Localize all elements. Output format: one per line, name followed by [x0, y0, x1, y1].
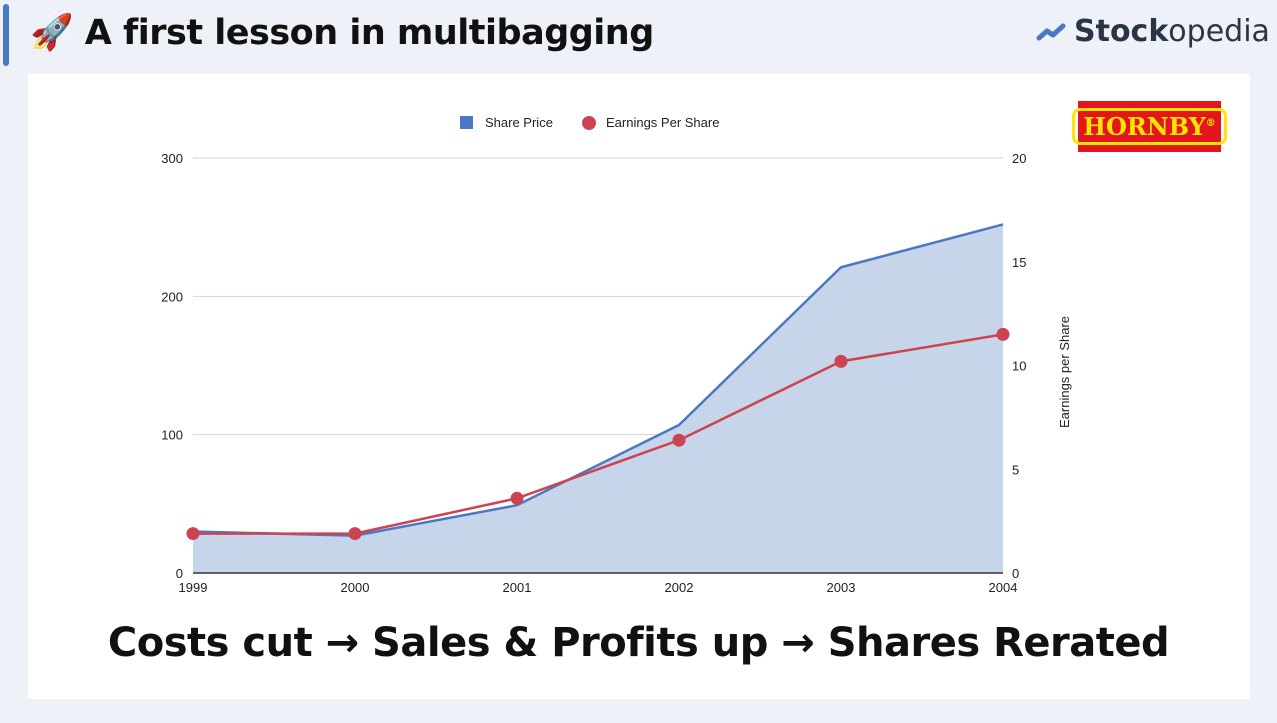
brand-light: opedia — [1168, 14, 1270, 49]
right-axis-label: Earnings per Share — [1057, 316, 1072, 428]
stockopedia-logo: Stockopedia — [1036, 14, 1270, 49]
stockopedia-trend-icon — [1036, 23, 1066, 40]
hornby-logo: HORNBY® — [1072, 101, 1227, 152]
eps-point — [996, 327, 1010, 341]
eps-point — [510, 491, 524, 505]
x-tick-label: 2004 — [989, 580, 1018, 595]
x-tick-label: 2000 — [341, 580, 370, 595]
left-tick-label: 200 — [161, 289, 183, 304]
x-tick-label: 1999 — [179, 580, 208, 595]
left-tick-label: 300 — [161, 151, 183, 166]
eps-point — [834, 354, 848, 368]
share-price-area — [193, 224, 1003, 573]
right-tick-label: 5 — [1012, 462, 1019, 477]
right-tick-label: 15 — [1012, 255, 1026, 270]
legend-label-share-price: Share Price — [485, 115, 553, 130]
slide-card — [28, 74, 1250, 699]
x-tick-label: 2002 — [665, 580, 694, 595]
right-tick-label: 0 — [1012, 566, 1019, 581]
accent-bar — [3, 4, 9, 66]
eps-point — [672, 433, 686, 447]
x-tick-label: 2001 — [503, 580, 532, 595]
legend-label-eps: Earnings Per Share — [606, 115, 719, 130]
left-tick-label: 100 — [161, 428, 183, 443]
legend-swatch-eps — [582, 116, 596, 130]
x-tick-label: 2003 — [827, 580, 856, 595]
share-price-line — [192, 223, 1004, 537]
brand-bold: Stock — [1074, 14, 1169, 49]
eps-point — [348, 527, 362, 541]
legend-swatch-share-price — [460, 116, 473, 129]
left-tick-label: 0 — [176, 566, 183, 581]
eps-point — [186, 527, 200, 541]
eps-line — [193, 333, 1004, 535]
right-tick-label: 10 — [1012, 359, 1026, 374]
page-title: 🚀 A first lesson in multibagging — [30, 13, 654, 53]
right-tick-label: 20 — [1012, 151, 1026, 166]
caption: Costs cut → Sales & Profits up → Shares … — [107, 620, 1170, 666]
